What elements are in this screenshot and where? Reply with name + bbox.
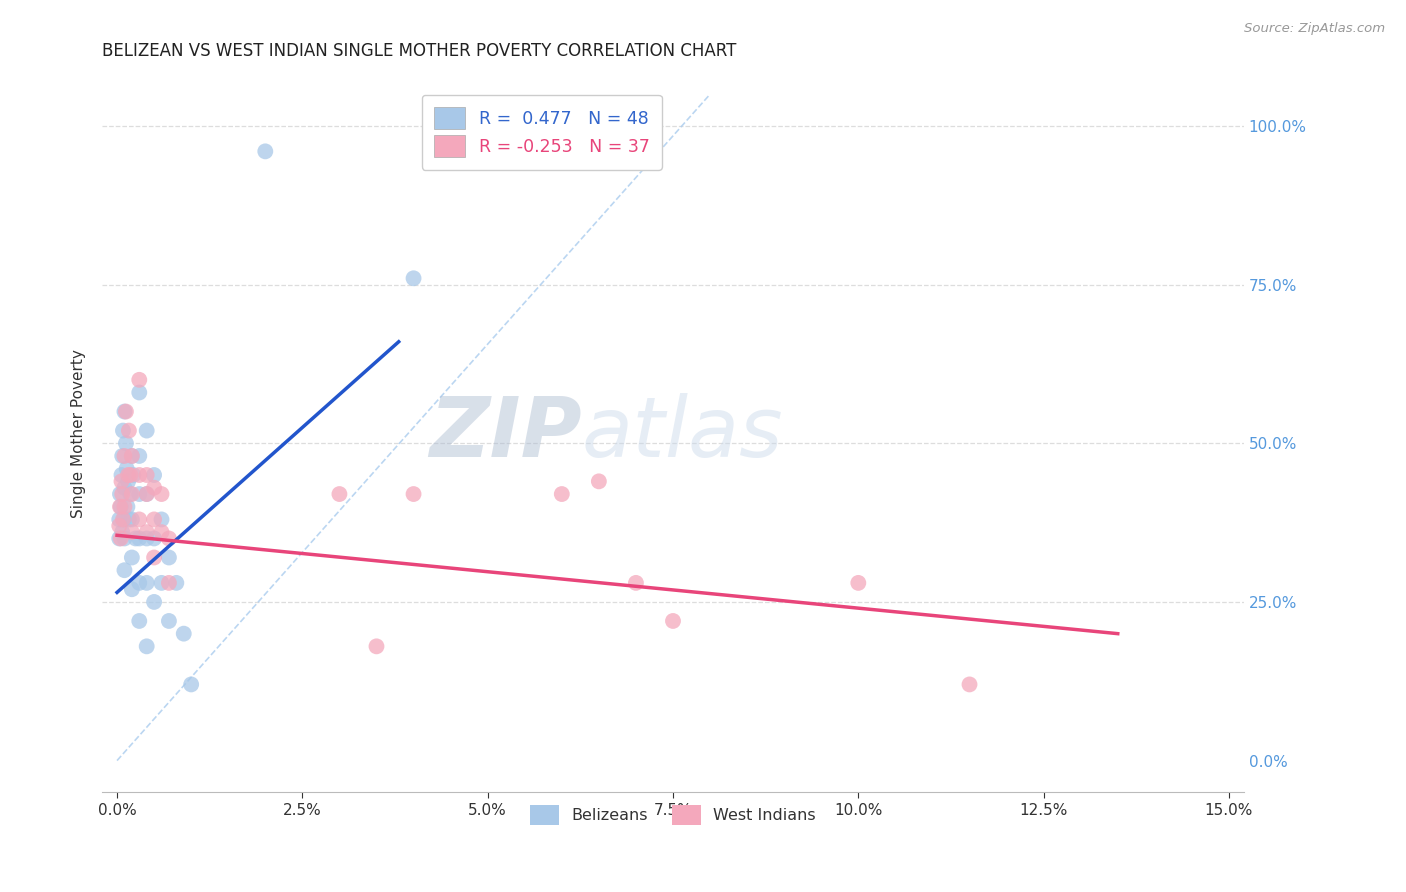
Text: ZIP: ZIP xyxy=(429,393,582,475)
Point xyxy=(135,468,157,483)
Point xyxy=(328,487,350,501)
Point xyxy=(128,373,150,387)
Point xyxy=(402,487,425,501)
Point xyxy=(121,525,143,540)
Point xyxy=(135,487,157,501)
Point xyxy=(128,614,150,628)
Point xyxy=(135,487,157,501)
Point xyxy=(254,145,277,159)
Point xyxy=(108,512,131,526)
Point xyxy=(110,468,132,483)
Point xyxy=(128,532,150,546)
Point xyxy=(110,532,132,546)
Point xyxy=(111,449,134,463)
Text: BELIZEAN VS WEST INDIAN SINGLE MOTHER POVERTY CORRELATION CHART: BELIZEAN VS WEST INDIAN SINGLE MOTHER PO… xyxy=(103,42,737,60)
Point xyxy=(135,575,157,590)
Y-axis label: Single Mother Poverty: Single Mother Poverty xyxy=(72,350,86,518)
Point xyxy=(135,424,157,438)
Point xyxy=(118,424,141,438)
Point xyxy=(115,461,138,475)
Point xyxy=(111,424,134,438)
Text: atlas: atlas xyxy=(582,393,783,475)
Point xyxy=(959,677,981,691)
Point xyxy=(180,677,202,691)
Point xyxy=(135,640,157,654)
Point xyxy=(150,512,173,526)
Point xyxy=(121,487,143,501)
Point xyxy=(108,518,131,533)
Point xyxy=(114,449,136,463)
Point xyxy=(128,512,150,526)
Point xyxy=(121,449,143,463)
Point xyxy=(110,475,132,489)
Point xyxy=(114,563,136,577)
Point xyxy=(846,575,869,590)
Point xyxy=(108,532,131,546)
Point xyxy=(165,575,187,590)
Point xyxy=(128,468,150,483)
Point xyxy=(114,500,136,514)
Point xyxy=(143,595,166,609)
Point xyxy=(143,468,166,483)
Point xyxy=(118,512,141,526)
Point xyxy=(115,404,138,418)
Point xyxy=(157,614,180,628)
Point xyxy=(121,512,143,526)
Point xyxy=(111,487,134,501)
Point xyxy=(121,550,143,565)
Point xyxy=(112,512,135,526)
Point xyxy=(157,575,180,590)
Point xyxy=(143,512,166,526)
Point xyxy=(143,532,166,546)
Point xyxy=(122,468,145,483)
Point xyxy=(143,481,166,495)
Point xyxy=(157,550,180,565)
Point xyxy=(111,525,134,540)
Point xyxy=(143,550,166,565)
Point xyxy=(128,449,150,463)
Point xyxy=(173,626,195,640)
Point xyxy=(114,532,136,546)
Point xyxy=(128,487,150,501)
Point xyxy=(128,385,150,400)
Point xyxy=(588,475,610,489)
Point xyxy=(135,532,157,546)
Point xyxy=(150,575,173,590)
Point xyxy=(111,512,134,526)
Point xyxy=(121,582,143,597)
Point xyxy=(121,449,143,463)
Legend: Belizeans, West Indians: Belizeans, West Indians xyxy=(520,796,825,835)
Point xyxy=(128,575,150,590)
Point xyxy=(662,614,685,628)
Point xyxy=(135,525,157,540)
Point xyxy=(402,271,425,285)
Point xyxy=(108,487,131,501)
Point xyxy=(114,481,136,495)
Point xyxy=(117,468,139,483)
Point xyxy=(117,500,139,514)
Point xyxy=(114,404,136,418)
Text: Source: ZipAtlas.com: Source: ZipAtlas.com xyxy=(1244,22,1385,36)
Point xyxy=(551,487,574,501)
Point xyxy=(366,640,388,654)
Point xyxy=(124,532,146,546)
Point xyxy=(115,436,138,450)
Point xyxy=(150,487,173,501)
Point xyxy=(120,487,142,501)
Point xyxy=(157,532,180,546)
Point xyxy=(120,468,142,483)
Point xyxy=(108,500,131,514)
Point xyxy=(117,475,139,489)
Point xyxy=(110,500,132,514)
Point xyxy=(150,525,173,540)
Point xyxy=(624,575,647,590)
